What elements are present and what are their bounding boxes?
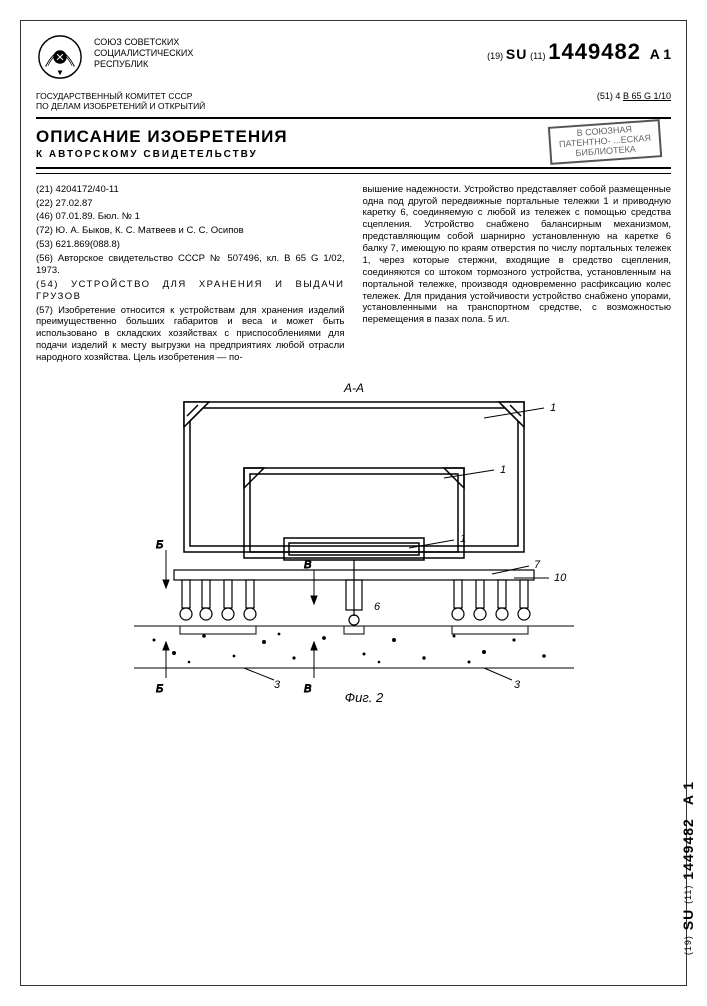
side-prefix: (19) [683,935,693,955]
ipc-classifier: (51) 4 B 65 G 1/10 [597,91,671,111]
text-columns: (21) 4204172/40-11 (22) 27.02.87 (46) 07… [36,184,671,366]
figure-caption: Фиг. 2 [344,690,383,705]
side-doc-number: (19) SU (11) 1449482 A 1 [680,781,696,955]
ref-7: 7 [534,559,541,571]
wheelset [452,580,530,620]
biblio-21: (21) 4204172/40-11 [36,184,345,196]
classifier-prefix: (51) 4 [597,91,621,101]
ref-B: Б [156,683,163,695]
ref-B: Б [156,539,163,551]
side-a1: A 1 [680,781,696,805]
divider [36,117,671,119]
ref-1: 1 [460,533,466,545]
ussr-emblem-icon [36,33,84,81]
invention-title: (54) УСТРОЙСТВО ДЛЯ ХРАНЕНИЯ И ВЫДАЧИ ГР… [36,279,345,303]
org-name: СОЮЗ СОВЕТСКИХ СОЦИАЛИСТИЧЕСКИХ РЕСПУБЛИ… [94,33,193,69]
header-row: СОЮЗ СОВЕТСКИХ СОЦИАЛИСТИЧЕСКИХ РЕСПУБЛИ… [36,33,671,81]
committee-name: ГОСУДАРСТВЕННЫЙ КОМИТЕТ СССР ПО ДЕЛАМ ИЗ… [36,91,205,111]
country-code: SU [506,46,527,62]
abstract-text: вышение надежности. Устройство представл… [363,184,672,327]
ref-10: 10 [554,572,567,584]
library-stamp: В СОЮЗНАЯ ПАТЕНТНО- ...ЕСКАЯ БИБЛИОТЕКА [548,119,662,164]
side-11: (11) [683,884,693,903]
technical-figure: А-А 1 1 [74,378,634,708]
column-left: (21) 4204172/40-11 (22) 27.02.87 (46) 07… [36,184,345,366]
section-label: А-А [342,381,363,395]
title-block: ОПИСАНИЕ ИЗОБРЕТЕНИЯ К АВТОРСКОМУ СВИДЕТ… [36,127,671,161]
ref-1: 1 [500,464,506,476]
biblio-46: (46) 07.01.89. Бюл. № 1 [36,211,345,223]
biblio-56: (56) Авторское свидетельство СССР № 5074… [36,253,345,277]
patent-number: 1449482 [548,39,641,64]
ref-3: 3 [274,679,281,691]
ref-V: В [304,683,311,695]
divider [36,173,671,174]
column-right: вышение надежности. Устройство представл… [363,184,672,366]
biblio-53: (53) 621.869(088.8) [36,239,345,251]
kind-code: A 1 [650,46,671,62]
divider [36,167,671,169]
classifier-code: B 65 G 1/10 [623,91,671,101]
doc-subtitle: К АВТОРСКОМУ СВИДЕТЕЛЬСТВУ [36,149,549,160]
doc-title: ОПИСАНИЕ ИЗОБРЕТЕНИЯ [36,127,549,147]
ref-1: 1 [550,402,556,414]
field-11: (11) [530,51,545,61]
ref-6: 6 [374,601,381,613]
title-main: ОПИСАНИЕ ИЗОБРЕТЕНИЯ К АВТОРСКОМУ СВИДЕТ… [36,127,549,160]
figure-area: А-А 1 1 [36,378,671,708]
country-prefix: (19) [487,51,503,61]
biblio-22: (22) 27.02.87 [36,198,345,210]
abstract-text: (57) Изобретение относится к устройствам… [36,305,345,364]
biblio-72: (72) Ю. А. Быков, К. С. Матвеев и С. С. … [36,225,345,237]
side-number: 1449482 [680,818,696,880]
patent-page: СОЮЗ СОВЕТСКИХ СОЦИАЛИСТИЧЕСКИХ РЕСПУБЛИ… [20,20,687,986]
wheelset [180,580,256,620]
ref-V: В [304,559,311,571]
committee-row: ГОСУДАРСТВЕННЫЙ КОМИТЕТ СССР ПО ДЕЛАМ ИЗ… [36,91,671,111]
doc-number-block: (19) SU (11) 1449482 A 1 [487,33,671,65]
ref-3: 3 [514,679,521,691]
side-su: SU [680,909,696,930]
